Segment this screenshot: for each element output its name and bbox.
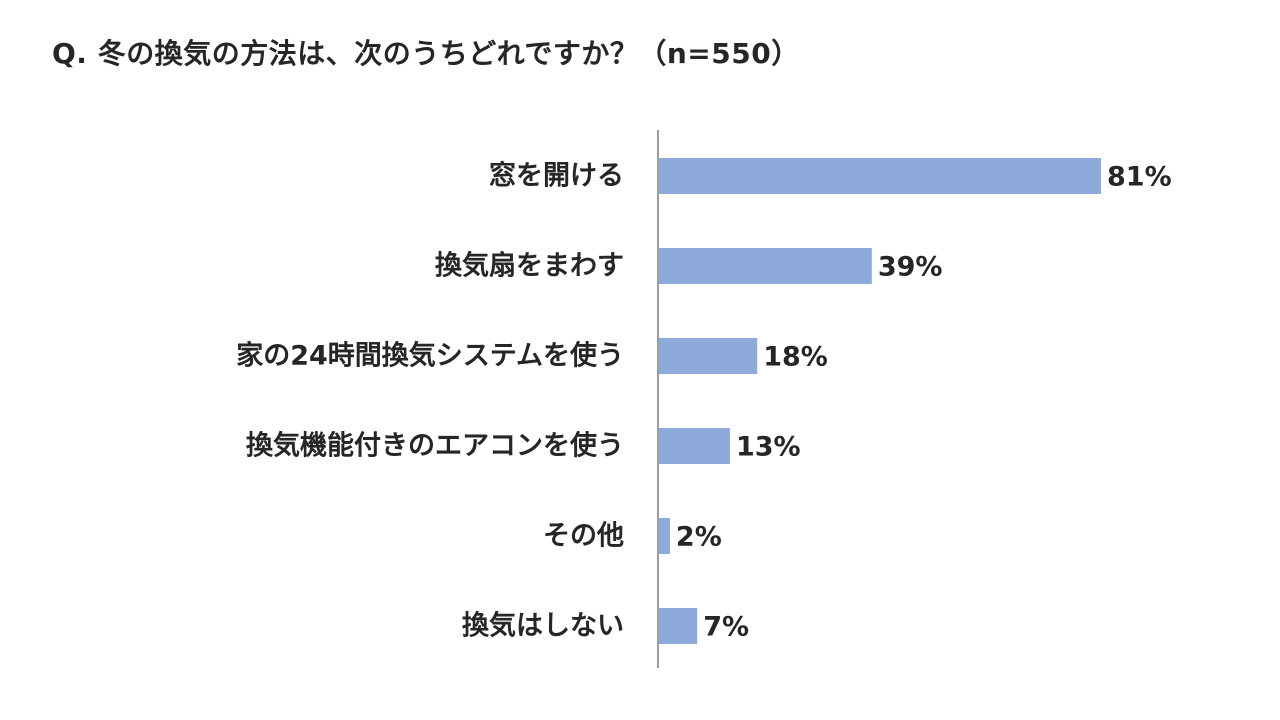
category-label: 換気扇をまわす xyxy=(435,250,624,282)
bar xyxy=(659,428,730,464)
bar xyxy=(659,518,670,554)
data-label: 18% xyxy=(763,342,828,373)
chart-title: Q. 冬の換気の方法は、次のうちどれですか？（n=550） xyxy=(52,37,800,70)
category-label: その他 xyxy=(543,521,624,552)
data-label: 13% xyxy=(736,432,801,463)
data-label: 7% xyxy=(703,612,749,643)
bar xyxy=(659,338,758,374)
category-label: 家の24時間換気システムを使う xyxy=(236,340,624,372)
bar xyxy=(659,248,872,284)
data-label: 39% xyxy=(878,252,943,283)
bar xyxy=(659,608,698,644)
category-label: 窓を開ける xyxy=(489,160,624,192)
data-label: 2% xyxy=(676,522,722,553)
category-label: 換気はしない xyxy=(462,610,624,642)
bar xyxy=(659,158,1101,194)
data-label: 81% xyxy=(1107,162,1172,193)
category-label: 換気機能付きのエアコンを使う xyxy=(246,430,624,462)
